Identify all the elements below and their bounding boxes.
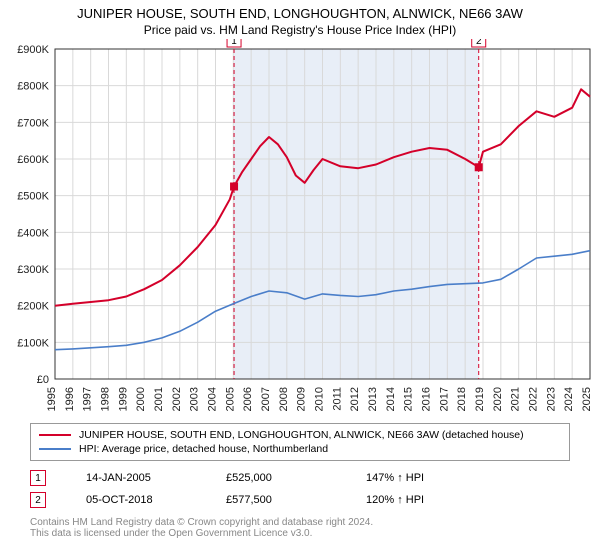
svg-text:£400K: £400K <box>17 227 49 239</box>
svg-text:£500K: £500K <box>17 191 49 203</box>
svg-text:2019: 2019 <box>474 387 486 411</box>
svg-text:1998: 1998 <box>100 387 112 411</box>
footer-line1: Contains HM Land Registry data © Crown c… <box>30 517 570 528</box>
svg-text:£700K: £700K <box>17 117 49 129</box>
sale-date: 14-JAN-2005 <box>86 472 186 484</box>
svg-text:2009: 2009 <box>296 387 308 411</box>
svg-text:£600K: £600K <box>17 154 49 166</box>
legend-row: JUNIPER HOUSE, SOUTH END, LONGHOUGHTON, … <box>39 428 561 442</box>
svg-text:2017: 2017 <box>438 387 450 411</box>
svg-text:1: 1 <box>231 39 237 47</box>
svg-text:2001: 2001 <box>153 387 165 411</box>
svg-text:1996: 1996 <box>64 387 76 411</box>
svg-text:2013: 2013 <box>367 387 379 411</box>
svg-text:2020: 2020 <box>492 387 504 411</box>
svg-text:2011: 2011 <box>331 387 343 411</box>
svg-text:2014: 2014 <box>385 387 397 411</box>
svg-text:£200K: £200K <box>17 301 49 313</box>
svg-text:2000: 2000 <box>135 387 147 411</box>
svg-text:2025: 2025 <box>581 387 593 411</box>
sale-row: 1 14-JAN-2005 £525,000 147% ↑ HPI <box>30 467 570 489</box>
price-chart: £0 £100K £200K £300K £400K £500K £600K £700K £80… <box>0 39 600 419</box>
sales-table: 1 14-JAN-2005 £525,000 147% ↑ HPI 2 05-OCT-20… <box>30 467 570 511</box>
chart-area: £0 £100K £200K £300K £400K £500K £600K £700K £80… <box>0 39 600 419</box>
svg-text:2015: 2015 <box>403 387 415 411</box>
svg-text:£0: £0 <box>37 374 49 386</box>
svg-text:2007: 2007 <box>260 387 272 411</box>
sale-marker: 1 <box>30 470 46 486</box>
svg-text:2003: 2003 <box>189 387 201 411</box>
svg-text:2005: 2005 <box>224 387 236 411</box>
svg-text:2022: 2022 <box>528 387 540 411</box>
legend: JUNIPER HOUSE, SOUTH END, LONGHOUGHTON, … <box>30 423 570 461</box>
sale-price: £577,500 <box>226 494 326 506</box>
title-block: JUNIPER HOUSE, SOUTH END, LONGHOUGHTON, … <box>0 0 600 39</box>
svg-text:2008: 2008 <box>278 387 290 411</box>
sale-marker: 2 <box>30 492 46 508</box>
chart-title: JUNIPER HOUSE, SOUTH END, LONGHOUGHTON, … <box>0 6 600 21</box>
svg-text:1995: 1995 <box>46 387 58 411</box>
legend-row: HPI: Average price, detached house, Nort… <box>39 442 561 456</box>
svg-text:2: 2 <box>476 39 482 47</box>
sale-vs-hpi: 147% ↑ HPI <box>366 472 466 484</box>
legend-label: HPI: Average price, detached house, Nort… <box>79 443 328 455</box>
svg-text:£900K: £900K <box>17 44 49 56</box>
svg-text:2016: 2016 <box>421 387 433 411</box>
svg-text:2021: 2021 <box>510 387 522 411</box>
svg-text:2023: 2023 <box>545 387 557 411</box>
svg-text:£300K: £300K <box>17 264 49 276</box>
sale-row: 2 05-OCT-2018 £577,500 120% ↑ HPI <box>30 489 570 511</box>
legend-swatch <box>39 448 71 450</box>
svg-text:2012: 2012 <box>349 387 361 411</box>
sale-price: £525,000 <box>226 472 326 484</box>
svg-text:1997: 1997 <box>82 387 94 411</box>
svg-text:2018: 2018 <box>456 387 468 411</box>
footer-line2: This data is licensed under the Open Gov… <box>30 528 570 539</box>
svg-text:2024: 2024 <box>563 387 575 411</box>
sale-date: 05-OCT-2018 <box>86 494 186 506</box>
legend-label: JUNIPER HOUSE, SOUTH END, LONGHOUGHTON, … <box>79 429 524 441</box>
svg-text:2006: 2006 <box>242 387 254 411</box>
svg-text:1999: 1999 <box>117 387 129 411</box>
svg-text:2004: 2004 <box>207 387 219 411</box>
chart-subtitle: Price paid vs. HM Land Registry's House … <box>0 23 600 37</box>
svg-text:2010: 2010 <box>314 387 326 411</box>
legend-swatch <box>39 434 71 436</box>
sale-vs-hpi: 120% ↑ HPI <box>366 494 466 506</box>
footer-attribution: Contains HM Land Registry data © Crown c… <box>30 517 570 539</box>
svg-text:£800K: £800K <box>17 81 49 93</box>
svg-text:2002: 2002 <box>171 387 183 411</box>
svg-text:£100K: £100K <box>17 337 49 349</box>
